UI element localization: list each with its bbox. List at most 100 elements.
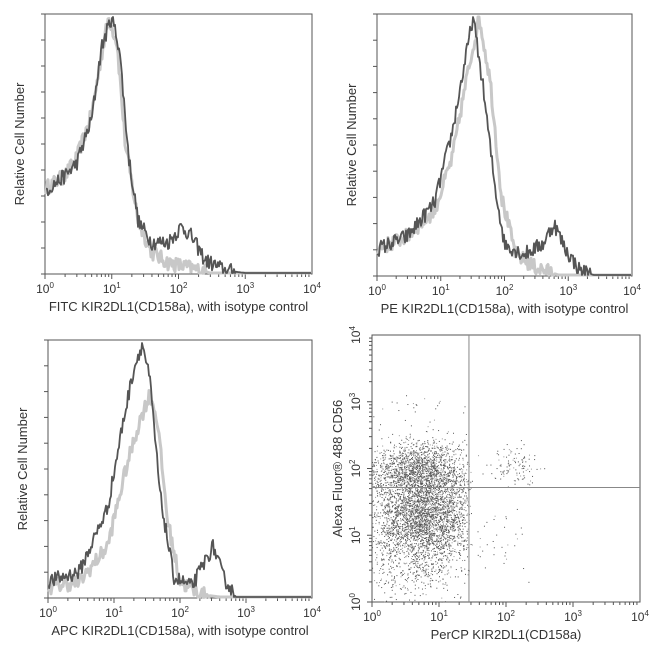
scatter-point (376, 561, 378, 563)
scatter-point (404, 462, 406, 464)
scatter-point (400, 455, 402, 457)
scatter-point (423, 457, 425, 459)
scatter-point (392, 535, 394, 537)
scatter-point (426, 531, 428, 533)
scatter-point (382, 494, 384, 496)
scatter-point (410, 528, 412, 530)
scatter-point (400, 469, 402, 471)
scatter-point (464, 539, 466, 541)
scatter-point (430, 490, 432, 492)
scatter-point (387, 465, 389, 467)
scatter-point (406, 438, 408, 440)
scatter-point (375, 496, 377, 498)
scatter-point (436, 514, 438, 516)
scatter-point (523, 467, 525, 469)
scatter-point (391, 532, 393, 534)
scatter-point (457, 526, 459, 528)
scatter-point (440, 546, 442, 548)
scatter-point (506, 444, 508, 446)
scatter-point (390, 561, 392, 563)
scatter-point (446, 478, 448, 480)
scatter-point (429, 488, 431, 490)
scatter-point (452, 528, 454, 530)
scatter-point (430, 471, 432, 473)
scatter-point (408, 544, 410, 546)
scatter-point (449, 496, 451, 498)
scatter-point (449, 545, 451, 547)
scatter-point (462, 464, 464, 466)
scatter-point (408, 469, 410, 471)
scatter-point (391, 579, 393, 581)
scatter-point (441, 501, 443, 503)
scatter-point (447, 480, 449, 482)
scatter-point (373, 504, 375, 506)
scatter-point (422, 470, 424, 472)
scatter-point (409, 437, 411, 439)
scatter-point (388, 518, 390, 520)
scatter-point (455, 494, 457, 496)
x-tick-label: 100 (39, 605, 57, 620)
scatter-point (418, 505, 420, 507)
scatter-point (422, 478, 424, 480)
scatter-point (424, 564, 426, 566)
scatter-point (449, 460, 451, 462)
scatter-point (424, 486, 426, 488)
scatter-point (448, 464, 450, 466)
scatter-point (439, 455, 441, 457)
scatter-point (454, 496, 456, 498)
scatter-point (438, 521, 440, 523)
scatter-point (423, 459, 425, 461)
scatter-point (436, 495, 438, 497)
scatter-point (412, 525, 414, 527)
scatter-point (432, 484, 434, 486)
scatter-point (399, 471, 401, 473)
scatter-point (443, 467, 445, 469)
scatter-point (378, 500, 380, 502)
scatter-point (439, 510, 441, 512)
scatter-point (435, 497, 437, 499)
scatter-point (522, 471, 524, 473)
scatter-point (446, 531, 448, 533)
scatter-point (455, 505, 457, 507)
scatter-point (435, 473, 437, 475)
scatter-point (378, 485, 380, 487)
scatter-point (418, 464, 420, 466)
scatter-point (416, 455, 418, 457)
scatter-point (397, 500, 399, 502)
scatter-point (387, 503, 389, 505)
scatter-point (401, 529, 403, 531)
scatter-point (439, 525, 441, 527)
scatter-point (409, 464, 411, 466)
scatter-point (434, 470, 436, 472)
scatter-point (438, 481, 440, 483)
scatter-point (439, 504, 441, 506)
scatter-point (448, 499, 450, 501)
scatter-point (377, 512, 379, 514)
scatter-point (380, 579, 382, 581)
scatter-point (377, 478, 379, 480)
scatter-point (423, 497, 425, 499)
scatter-point (394, 471, 396, 473)
scatter-point (436, 547, 438, 549)
scatter-point (438, 558, 440, 560)
scatter-point (416, 515, 418, 517)
scatter-point (399, 514, 401, 516)
scatter-point (463, 475, 465, 477)
scatter-point (372, 567, 374, 569)
scatter-point (399, 528, 401, 530)
scatter-point (451, 508, 453, 510)
scatter-point (419, 447, 421, 449)
scatter-point (444, 574, 446, 576)
scatter-point (419, 486, 421, 488)
scatter-point (440, 530, 442, 532)
scatter-point (410, 550, 412, 552)
scatter-point (386, 511, 388, 513)
scatter-point (447, 508, 449, 510)
scatter-point (422, 453, 424, 455)
scatter-point (428, 553, 430, 555)
scatter-point (432, 574, 434, 576)
scatter-point (390, 572, 392, 574)
scatter-point (447, 545, 449, 547)
scatter-point (439, 518, 441, 520)
scatter-point (389, 556, 391, 558)
